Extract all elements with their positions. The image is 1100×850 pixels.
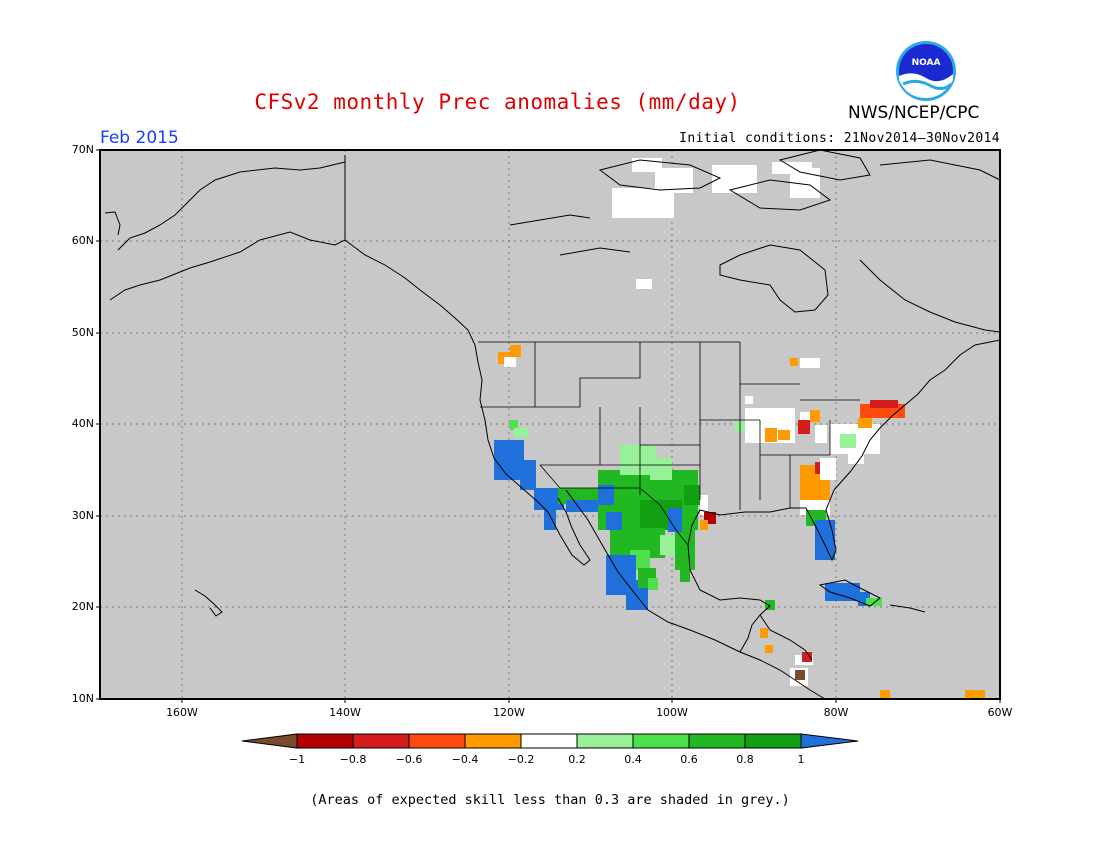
coastlines	[104, 149, 1001, 700]
political-borders	[478, 341, 860, 546]
colorbar-segment	[632, 733, 690, 749]
colorbar-segment	[576, 733, 634, 749]
forecast-month: Feb 2015	[100, 128, 179, 148]
lon-label: 160W	[166, 706, 198, 719]
lat-label: 10N	[71, 692, 94, 705]
colorbar-segment	[744, 733, 802, 749]
lat-label: 70N	[71, 143, 94, 156]
lon-label: 140W	[329, 706, 361, 719]
colorbar-segment	[241, 733, 298, 749]
colorbar-tick-label: 1	[797, 753, 805, 766]
colorbar	[241, 733, 859, 749]
lon-label: 120W	[493, 706, 525, 719]
lat-label: 30N	[71, 509, 94, 522]
axis-ticks	[96, 149, 1001, 703]
agency-label: NWS/NCEP/CPC	[848, 103, 980, 123]
map-title: CFSv2 monthly Prec anomalies (mm/day)	[254, 90, 741, 114]
colorbar-tick-label: 0.4	[624, 753, 642, 766]
lat-label: 40N	[71, 417, 94, 430]
colorbar-segment	[520, 733, 578, 749]
colorbar-tick-label: 0.2	[568, 753, 586, 766]
colorbar-segment	[408, 733, 466, 749]
colorbar-segment	[464, 733, 522, 749]
lon-label: 80W	[823, 706, 849, 719]
colorbar-tick-label: 0.8	[736, 753, 754, 766]
colorbar-tick-label: −0.8	[339, 753, 367, 766]
colorbar-tick-label: −0.6	[395, 753, 423, 766]
lat-label: 60N	[71, 234, 94, 247]
initial-conditions: Initial conditions: 21Nov2014–30Nov2014	[679, 131, 1000, 146]
logo-text: NOAA	[912, 58, 941, 68]
colorbar-segment	[352, 733, 410, 749]
skill-footnote: (Areas of expected skill less than 0.3 a…	[310, 792, 790, 808]
lon-label: 60W	[987, 706, 1013, 719]
lat-label: 50N	[71, 326, 94, 339]
noaa-logo-icon: NOAA	[896, 41, 956, 101]
colorbar-tick-label: 0.6	[680, 753, 698, 766]
lat-label: 20N	[71, 600, 94, 613]
colorbar-tick-label: −1	[288, 753, 306, 766]
colorbar-segment	[800, 733, 859, 749]
lon-label: 100W	[656, 706, 688, 719]
colorbar-tick-label: −0.2	[507, 753, 535, 766]
colorbar-segment	[296, 733, 354, 749]
colorbar-segment	[688, 733, 746, 749]
colorbar-tick-label: −0.4	[451, 753, 479, 766]
map-gridlines	[100, 150, 1000, 699]
